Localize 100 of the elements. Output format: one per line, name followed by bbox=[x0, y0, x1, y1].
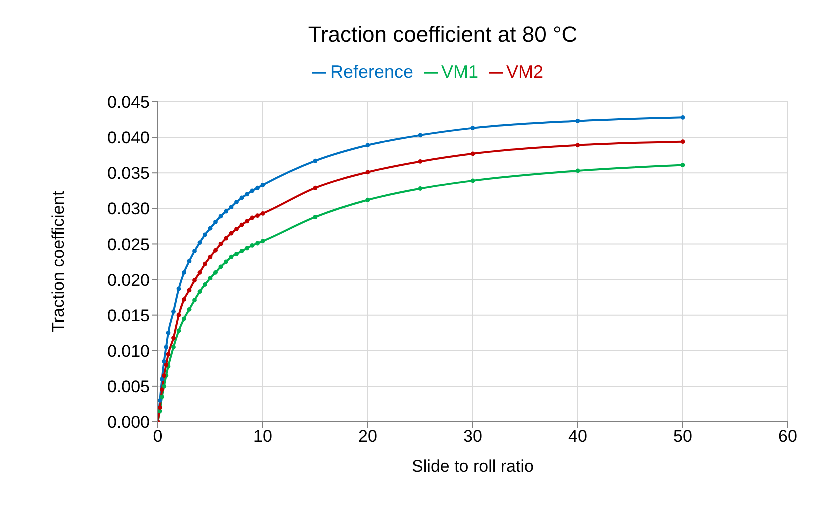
point bbox=[160, 388, 164, 392]
y-tick-label: 0.000 bbox=[107, 413, 150, 432]
point bbox=[260, 239, 266, 244]
point bbox=[166, 352, 171, 357]
point bbox=[203, 232, 208, 238]
point bbox=[418, 133, 423, 138]
y-tick-label: 0.030 bbox=[107, 200, 150, 219]
point bbox=[218, 214, 224, 219]
y-tick-label: 0.020 bbox=[107, 270, 150, 290]
point bbox=[250, 243, 255, 248]
point bbox=[160, 377, 164, 382]
y-axis-title: Traction coefficient bbox=[49, 190, 68, 333]
point bbox=[182, 270, 186, 275]
y-tick-label: 0.025 bbox=[107, 235, 150, 254]
point bbox=[313, 215, 318, 220]
point bbox=[234, 200, 239, 204]
point bbox=[680, 163, 686, 168]
point bbox=[214, 270, 218, 275]
point bbox=[208, 226, 213, 231]
point bbox=[680, 140, 686, 144]
point bbox=[187, 288, 192, 293]
point bbox=[198, 270, 202, 275]
point bbox=[224, 236, 228, 241]
point bbox=[240, 249, 244, 254]
point bbox=[260, 183, 266, 188]
point bbox=[313, 158, 318, 164]
y-tick-label: 0.040 bbox=[107, 128, 150, 148]
point bbox=[366, 143, 370, 148]
x-tick-label: 40 bbox=[568, 427, 588, 446]
point bbox=[470, 178, 476, 184]
point bbox=[160, 394, 164, 400]
y-tick-label: 0.005 bbox=[107, 377, 150, 396]
legend-label: VM1 bbox=[442, 62, 479, 82]
point bbox=[162, 359, 166, 364]
point bbox=[256, 186, 260, 190]
point bbox=[192, 249, 197, 254]
x-tick-label: 10 bbox=[254, 427, 272, 446]
x-tick-label: 30 bbox=[464, 427, 482, 446]
point bbox=[256, 241, 260, 246]
point bbox=[166, 330, 171, 336]
point bbox=[164, 345, 169, 350]
point bbox=[260, 211, 266, 216]
point bbox=[576, 119, 580, 124]
x-tick-label: 0 bbox=[153, 427, 163, 446]
point bbox=[366, 198, 370, 202]
point bbox=[470, 152, 476, 156]
point bbox=[192, 278, 197, 283]
point bbox=[192, 298, 197, 303]
point bbox=[176, 286, 182, 292]
point bbox=[576, 168, 580, 174]
point bbox=[576, 143, 580, 148]
point bbox=[245, 219, 250, 224]
legend-label: VM2 bbox=[506, 62, 544, 82]
point bbox=[182, 297, 186, 302]
point bbox=[162, 384, 166, 389]
point bbox=[224, 260, 228, 264]
point bbox=[245, 246, 250, 251]
x-axis-title: Slide to roll ratio bbox=[412, 457, 534, 476]
point bbox=[214, 248, 218, 253]
x-tick-label: 20 bbox=[358, 427, 378, 446]
point bbox=[245, 192, 250, 197]
point bbox=[250, 216, 255, 220]
point bbox=[418, 186, 423, 191]
point bbox=[208, 254, 213, 260]
point bbox=[680, 115, 686, 120]
point bbox=[187, 259, 192, 264]
point bbox=[218, 242, 224, 246]
point bbox=[224, 209, 228, 214]
point bbox=[198, 240, 202, 245]
point bbox=[162, 374, 166, 378]
point bbox=[229, 205, 234, 210]
point bbox=[198, 290, 202, 294]
point bbox=[203, 262, 208, 266]
point bbox=[229, 254, 234, 260]
point bbox=[203, 282, 208, 287]
point bbox=[187, 307, 192, 312]
point bbox=[366, 170, 370, 175]
chart-title: Traction coefficient at 80 °C bbox=[307, 21, 579, 49]
y-tick-label: 0.010 bbox=[107, 342, 150, 361]
point bbox=[214, 220, 218, 224]
y-tick-label: 0.045 bbox=[107, 93, 150, 112]
point bbox=[229, 231, 234, 236]
point bbox=[218, 264, 224, 270]
point bbox=[250, 188, 255, 194]
point bbox=[172, 345, 176, 350]
point bbox=[313, 186, 318, 190]
point bbox=[172, 310, 176, 314]
point bbox=[470, 126, 476, 131]
point bbox=[418, 160, 423, 164]
point bbox=[256, 214, 260, 218]
point bbox=[240, 222, 244, 228]
point bbox=[172, 336, 176, 340]
point bbox=[158, 406, 162, 410]
y-tick-label: 0.015 bbox=[107, 306, 150, 326]
point bbox=[182, 316, 186, 322]
point bbox=[234, 252, 239, 256]
point bbox=[176, 313, 182, 318]
point bbox=[176, 328, 182, 334]
point bbox=[208, 276, 213, 281]
x-tick-label: 50 bbox=[674, 427, 692, 446]
